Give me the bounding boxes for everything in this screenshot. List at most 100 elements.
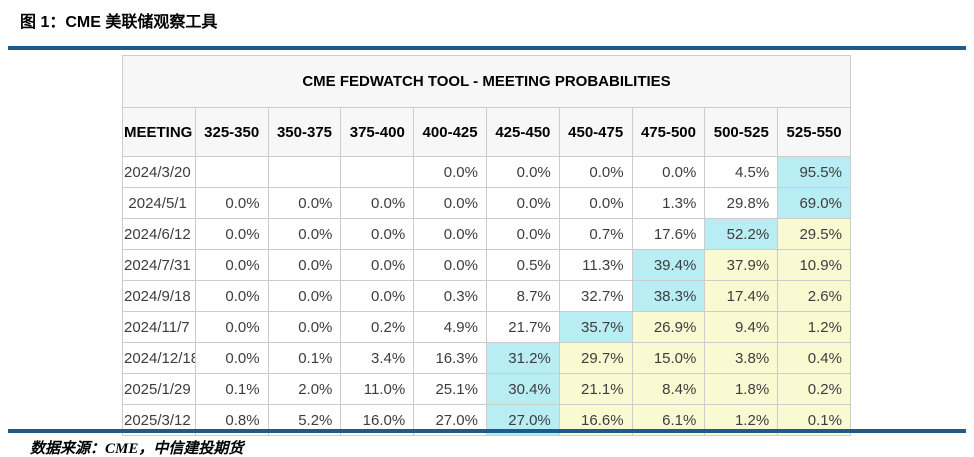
probability-cell: 0.5%: [485, 249, 560, 281]
meeting-date-cell: 2025/1/29: [122, 373, 196, 405]
probability-cell: 0.0%: [558, 187, 633, 219]
table-row: 2024/9/18 0.0% 0.0% 0.0% 0.3% 8.7% 32.7% 38.3% 1…: [122, 280, 851, 312]
probability-cell: 17.4%: [704, 280, 779, 312]
probability-cell: 8.7%: [485, 280, 560, 312]
table-title-row: CME FEDWATCH TOOL - MEETING PROBABILITIE…: [122, 55, 851, 108]
probability-cell: 4.5%: [704, 156, 779, 188]
probability-cell: 8.4%: [631, 373, 706, 405]
figure-title: 图 1：CME 美联储观察工具: [20, 14, 218, 31]
probability-cell: 0.0%: [413, 218, 487, 250]
probability-cell: 0.0%: [194, 249, 269, 281]
probability-cell: 0.0%: [194, 280, 269, 312]
col-header-rate-range: 525-550: [777, 107, 851, 157]
probability-cell: 0.1%: [267, 342, 342, 374]
probability-cell: 52.2%: [704, 218, 779, 250]
col-header-rate-range: 375-400: [340, 107, 415, 157]
probability-cell: 95.5%: [777, 156, 851, 188]
probability-cell: 0.0%: [194, 342, 269, 374]
probability-cell: 26.9%: [631, 311, 706, 343]
probability-cell: 0.0%: [631, 156, 706, 188]
probability-cell: 0.0%: [340, 280, 415, 312]
col-header-rate-range: 450-475: [558, 107, 633, 157]
probability-cell: 1.3%: [631, 187, 706, 219]
meeting-date-cell: 2024/7/31: [122, 249, 196, 281]
meeting-date-cell: 2024/12/18: [122, 342, 196, 374]
probability-cell: 21.7%: [485, 311, 560, 343]
probability-cell: 2.6%: [777, 280, 851, 312]
probability-cell: 38.3%: [631, 280, 706, 312]
meeting-date-cell: 2024/11/7: [122, 311, 196, 343]
table-row: 2025/1/29 0.1% 2.0% 11.0% 25.1% 30.4% 21.1% 8.4…: [122, 373, 851, 405]
meeting-date-cell: 2024/5/1: [122, 187, 196, 219]
probability-cell: 32.7%: [558, 280, 633, 312]
table-row: 2024/7/31 0.0% 0.0% 0.0% 0.0% 0.5% 11.3% 39.4% 3…: [122, 249, 851, 281]
probability-cell: 25.1%: [413, 373, 487, 405]
col-header-meeting-date: MEETING DATE: [122, 107, 196, 157]
probability-cell: 29.5%: [777, 218, 851, 250]
table-row: 2024/6/12 0.0% 0.0% 0.0% 0.0% 0.0% 0.7% 17.6% 52…: [122, 218, 851, 250]
col-header-rate-range: 425-450: [485, 107, 560, 157]
probability-cell: 3.8%: [704, 342, 779, 374]
probability-cell: 0.0%: [267, 311, 342, 343]
probability-cell: 3.4%: [340, 342, 415, 374]
probability-cell: 11.3%: [558, 249, 633, 281]
probability-cell: 31.2%: [485, 342, 560, 374]
table-row: 2024/11/7 0.0% 0.0% 0.2% 4.9% 21.7% 35.7% 26.9%…: [122, 311, 851, 343]
probability-cell: 17.6%: [631, 218, 706, 250]
probability-cell: 39.4%: [631, 249, 706, 281]
probability-cell: 30.4%: [485, 373, 560, 405]
probability-cell: 0.7%: [558, 218, 633, 250]
probability-cell: 0.0%: [267, 249, 342, 281]
table-row: 2024/5/1 0.0% 0.0% 0.0% 0.0% 0.0% 0.0% 1.3% 29.8…: [122, 187, 851, 219]
probability-cell: 0.3%: [413, 280, 487, 312]
probability-cell: 0.0%: [340, 249, 415, 281]
probability-cell: 29.7%: [558, 342, 633, 374]
col-header-rate-range: 325-350: [194, 107, 269, 157]
probability-cell: 0.0%: [194, 187, 269, 219]
meeting-date-cell: 2024/3/20: [122, 156, 196, 188]
probability-cell: 1.2%: [777, 311, 851, 343]
fedwatch-table-container: CME FEDWATCH TOOL - MEETING PROBABILITIE…: [122, 55, 851, 436]
probability-cell: 11.0%: [340, 373, 415, 405]
probability-cell: 0.0%: [194, 218, 269, 250]
probability-cell: 0.0%: [340, 218, 415, 250]
probability-cell: 15.0%: [631, 342, 706, 374]
col-header-rate-range: 400-425: [413, 107, 487, 157]
table-title: CME FEDWATCH TOOL - MEETING PROBABILITIE…: [122, 55, 851, 108]
probability-cell: 10.9%: [777, 249, 851, 281]
table-row: 2024/3/20 0.0% 0.0% 0.0% 0.0% 4.5% 95.5%: [122, 156, 851, 188]
probability-cell: 0.0%: [485, 218, 560, 250]
probability-cell: 0.0%: [413, 156, 487, 188]
col-header-rate-range: 350-375: [267, 107, 342, 157]
probability-cell: 0.0%: [485, 187, 560, 219]
probability-cell: 9.4%: [704, 311, 779, 343]
probability-cell: [267, 156, 342, 188]
probability-cell: 69.0%: [777, 187, 851, 219]
probability-cell: 0.2%: [340, 311, 415, 343]
probability-cell: 4.9%: [413, 311, 487, 343]
probability-cell: 1.8%: [704, 373, 779, 405]
probability-cell: 0.0%: [194, 311, 269, 343]
probability-cell: 0.2%: [777, 373, 851, 405]
probability-cell: [340, 156, 415, 188]
probability-cell: 0.0%: [340, 187, 415, 219]
probability-cell: 21.1%: [558, 373, 633, 405]
probability-cell: 0.0%: [413, 187, 487, 219]
probability-cell: 0.0%: [267, 187, 342, 219]
col-header-rate-range: 500-525: [704, 107, 779, 157]
column-header-row: MEETING DATE325-350350-375375-400400-425…: [122, 107, 851, 157]
probability-cell: 0.0%: [267, 218, 342, 250]
fedwatch-table: CME FEDWATCH TOOL - MEETING PROBABILITIE…: [122, 55, 851, 436]
meeting-date-cell: 2024/6/12: [122, 218, 196, 250]
col-header-rate-range: 475-500: [631, 107, 706, 157]
probability-cell: 35.7%: [558, 311, 633, 343]
table-row: 2024/12/18 0.0% 0.1% 3.4% 16.3% 31.2% 29.7% 15.…: [122, 342, 851, 374]
bottom-divider-rule: [8, 429, 966, 433]
probability-cell: 0.0%: [413, 249, 487, 281]
probability-cell: 0.0%: [485, 156, 560, 188]
probability-cell: [194, 156, 269, 188]
probability-cell: 0.4%: [777, 342, 851, 374]
probability-cell: 0.1%: [194, 373, 269, 405]
top-divider-rule: [8, 46, 966, 50]
